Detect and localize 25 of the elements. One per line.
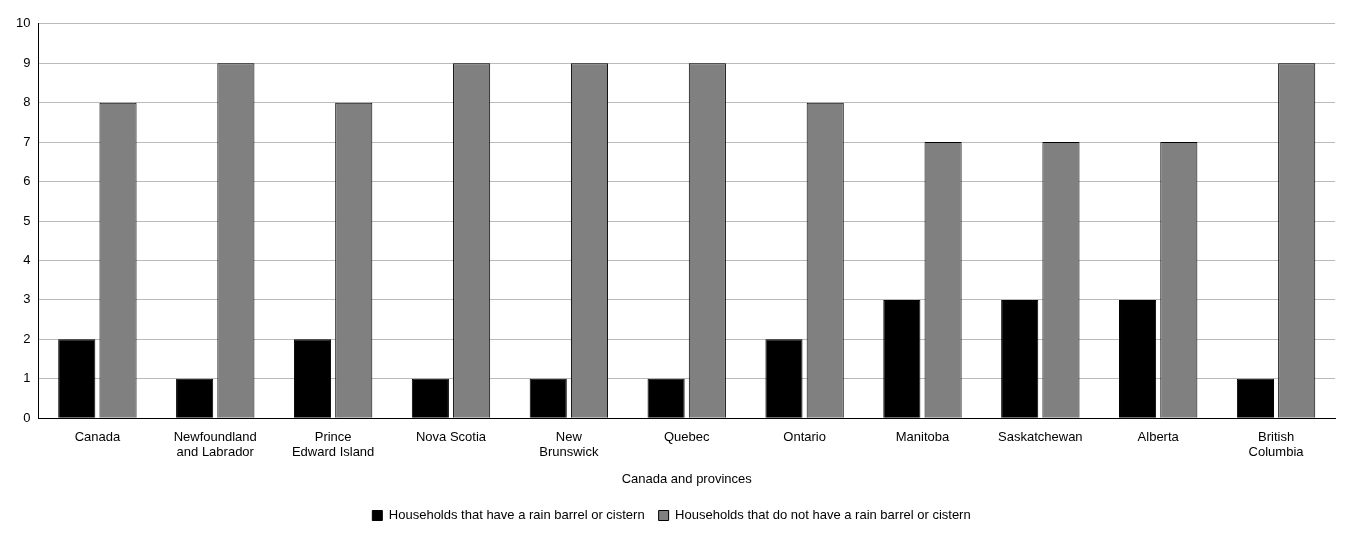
y-tick-label: 5 (23, 212, 31, 228)
y-tick-label: 0 (23, 409, 31, 425)
x-tick-label: Canada (74, 428, 121, 444)
legend-label: Households that have a rain barrel or cistern (388, 507, 645, 523)
x-axis-title: Canada and provinces (621, 470, 753, 486)
y-tick-label: 8 (23, 94, 31, 110)
y-tick-label: 6 (23, 173, 31, 189)
x-tick-label: Saskatchewan (998, 428, 1083, 444)
x-tick-label: Alberta (1137, 428, 1180, 444)
y-tick-label: 9 (23, 54, 31, 70)
x-tick-label: Prince Edward Island (291, 428, 375, 460)
x-tick-label: Nova Scotia (415, 428, 487, 444)
y-tick-label: 3 (23, 291, 31, 307)
x-tick-label: New Brunswick (539, 428, 599, 460)
y-tick-label: 10 (15, 15, 31, 31)
y-tick-label: 7 (23, 133, 31, 149)
x-tick-label: Ontario (783, 428, 826, 444)
x-tick-label: Manitoba (895, 428, 950, 444)
x-tick-label: Newfoundland and Labrador (173, 428, 257, 460)
x-tick-label: Quebec (663, 428, 710, 444)
y-tick-label: 2 (23, 330, 31, 346)
y-tick-label: 4 (23, 252, 31, 268)
y-tick-label: 1 (23, 370, 31, 386)
x-tick-label: British Columbia (1248, 428, 1305, 460)
legend-label: Households that do not have a rain barrel or cistern (675, 507, 971, 523)
